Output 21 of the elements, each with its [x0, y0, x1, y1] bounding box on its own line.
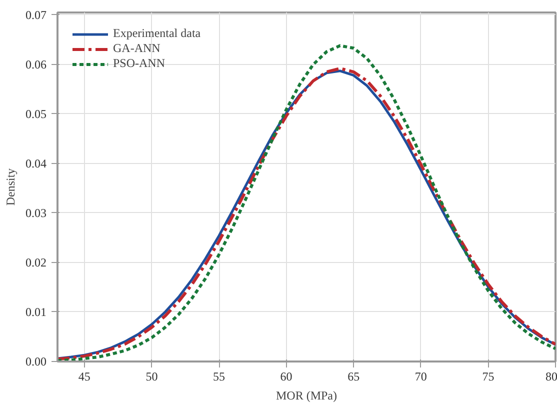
x-tick-label: 55: [213, 370, 226, 384]
legend-label: Experimental data: [113, 26, 201, 41]
y-tick-label: 0.01: [26, 304, 46, 319]
y-tick-label: 0.07: [26, 8, 46, 22]
x-tick-label: 80: [546, 370, 557, 384]
x-tick-label: 70: [414, 370, 427, 384]
x-tick-label: 45: [78, 370, 90, 384]
y-tick-label: 0.03: [26, 206, 46, 220]
y-tick-label: 0.00: [26, 354, 46, 368]
y-axis-title: Density: [4, 168, 18, 206]
y-tick-label: 0.04: [26, 156, 46, 170]
x-tick-label: 75: [482, 370, 494, 384]
x-tick-label: 65: [348, 370, 360, 384]
legend-label: PSO-ANN: [113, 56, 166, 71]
y-tick-label: 0.05: [26, 106, 46, 121]
x-tick-label: 50: [146, 370, 158, 384]
x-tick-label: 60: [280, 370, 292, 384]
y-tick-label: 0.06: [26, 57, 46, 72]
y-tick-label: 0.02: [26, 255, 46, 270]
x-axis-title: MOR (MPa): [276, 388, 338, 402]
legend-label: GA-ANN: [113, 41, 160, 56]
